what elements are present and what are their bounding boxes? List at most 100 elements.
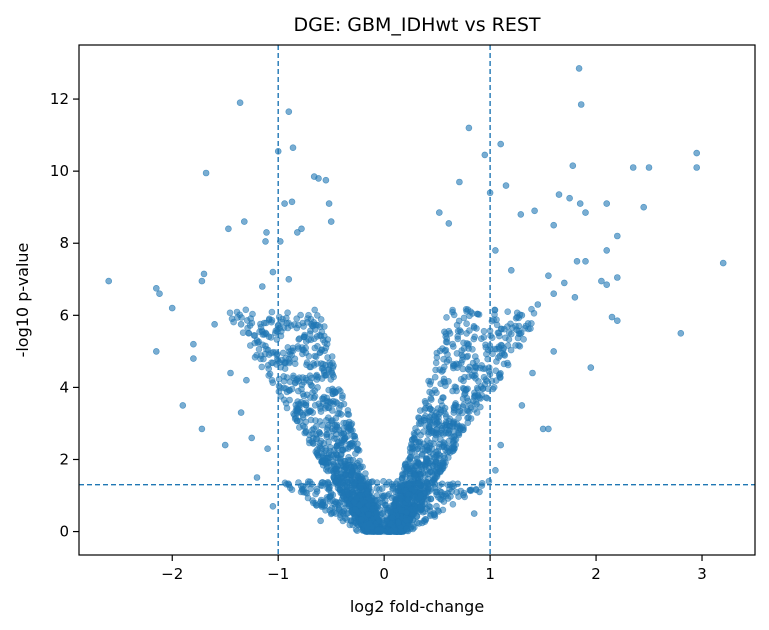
data-point [500, 344, 508, 352]
data-point [476, 488, 483, 496]
data-point [319, 336, 327, 344]
data-point [517, 211, 525, 218]
data-point [392, 488, 399, 496]
data-point [481, 151, 489, 159]
data-point [440, 443, 448, 451]
data-point [603, 200, 611, 207]
data-point [422, 399, 430, 407]
data-point [427, 485, 435, 492]
data-point [353, 494, 360, 502]
data-point [402, 463, 410, 471]
data-point [321, 371, 329, 379]
data-point [507, 266, 515, 274]
data-point [322, 506, 329, 514]
data-point [318, 450, 325, 457]
data-point [411, 486, 418, 494]
data-point [156, 290, 163, 298]
data-point [550, 221, 558, 229]
data-point [211, 320, 218, 328]
data-point [483, 377, 491, 385]
data-point [340, 425, 348, 432]
data-point [450, 427, 458, 435]
data-point [269, 379, 277, 387]
data-point [418, 466, 426, 473]
data-point [472, 364, 480, 372]
data-point [312, 353, 320, 361]
data-point [485, 368, 493, 375]
data-point [504, 361, 512, 369]
scatter-core [226, 305, 538, 535]
data-point [325, 200, 333, 207]
data-point [357, 478, 365, 486]
data-point [340, 400, 348, 408]
data-point [295, 321, 302, 329]
data-point [453, 321, 461, 329]
data-point [459, 403, 467, 411]
data-point [693, 149, 701, 157]
data-point [443, 358, 451, 365]
data-point [316, 349, 324, 356]
data-point [640, 203, 648, 211]
data-point [285, 348, 293, 355]
data-point [253, 474, 261, 481]
data-point [374, 526, 382, 534]
data-point [463, 330, 470, 337]
data-point [569, 162, 577, 169]
data-point [234, 314, 241, 321]
data-point [421, 406, 429, 413]
data-point [326, 454, 334, 461]
data-point [269, 359, 277, 367]
data-point [339, 392, 346, 399]
data-point [460, 377, 467, 385]
data-point [433, 420, 440, 427]
data-point [226, 309, 234, 317]
data-point [415, 459, 422, 466]
data-point [391, 494, 398, 501]
data-point [520, 335, 527, 343]
data-point [466, 486, 474, 494]
data-point [454, 335, 462, 343]
data-point [455, 414, 462, 422]
data-point [677, 329, 685, 337]
data-point [317, 316, 325, 323]
data-point [356, 457, 363, 465]
data-point [264, 445, 271, 453]
data-point [354, 446, 362, 454]
data-point [534, 301, 542, 308]
data-point [306, 330, 314, 338]
data-point [295, 424, 303, 431]
data-point [190, 355, 197, 362]
data-point [330, 362, 337, 370]
data-point [326, 447, 334, 455]
data-point [198, 425, 206, 433]
data-point [497, 140, 505, 148]
x-tick-label: −1 [267, 565, 289, 583]
data-point [369, 478, 376, 485]
data-point [310, 361, 318, 369]
data-point [351, 506, 359, 513]
data-point [478, 482, 486, 489]
x-axis-label: log2 fold-change [350, 597, 484, 616]
data-point [512, 314, 520, 322]
data-point [258, 283, 266, 290]
data-point [263, 229, 270, 236]
data-point [298, 225, 305, 233]
data-point [348, 471, 355, 479]
data-point [347, 421, 355, 429]
data-point [317, 517, 324, 525]
data-point [571, 293, 579, 301]
data-point [497, 441, 505, 449]
data-point [442, 410, 449, 418]
data-point [349, 442, 357, 450]
data-point [603, 281, 611, 289]
data-point [311, 306, 319, 314]
data-point [432, 457, 440, 464]
data-point [438, 480, 446, 488]
data-point [337, 411, 345, 418]
data-point [470, 510, 478, 517]
data-point [613, 274, 621, 281]
y-tick-label: 6 [59, 306, 69, 324]
data-point [443, 314, 450, 321]
data-point [427, 405, 434, 413]
